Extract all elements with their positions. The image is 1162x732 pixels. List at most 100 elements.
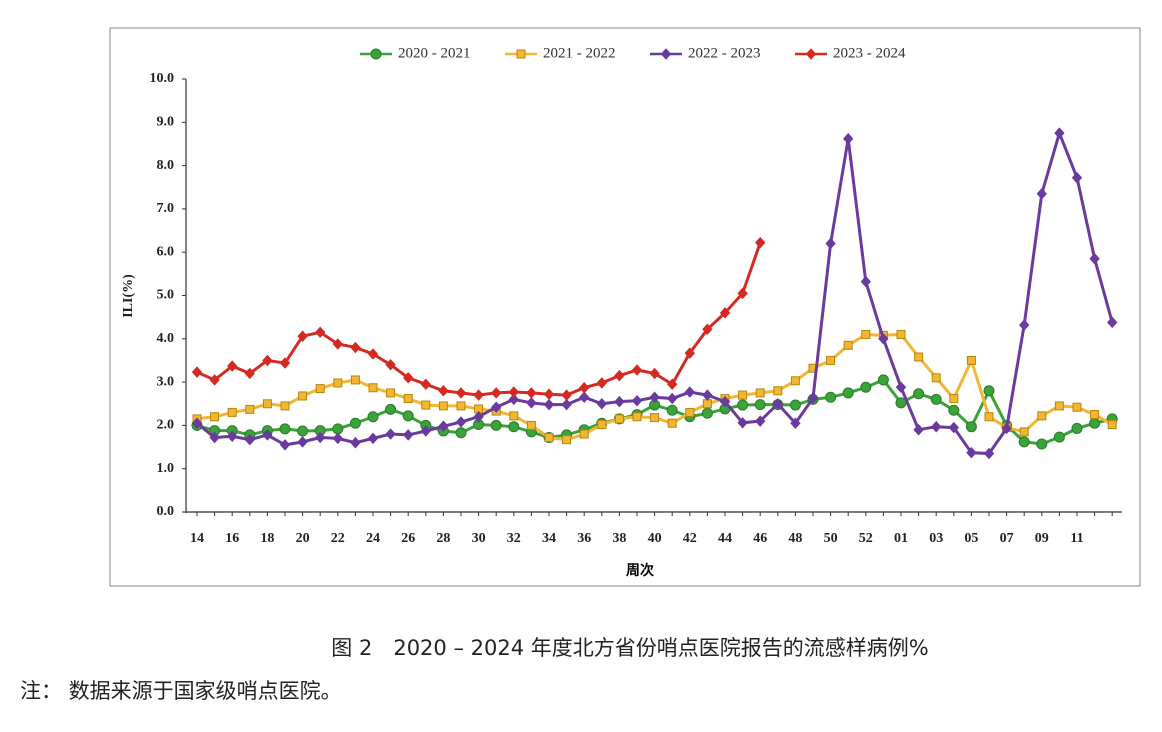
point — [279, 357, 291, 369]
x-tick-label: 30 — [472, 531, 486, 546]
point — [455, 427, 467, 439]
point — [825, 237, 836, 250]
point — [702, 389, 713, 401]
point — [579, 381, 590, 394]
point — [508, 386, 519, 398]
point — [279, 423, 291, 435]
point — [543, 388, 555, 400]
point — [1054, 127, 1065, 139]
point — [649, 367, 660, 380]
point — [930, 393, 942, 405]
y-tick-label: 3.0 — [157, 374, 175, 389]
caption: 图 2 2020 – 2024 年度北方省份哨点医院报告的流感样病例% — [331, 636, 928, 660]
point — [297, 330, 308, 342]
x-tick-label: 09 — [1035, 531, 1049, 546]
point — [262, 354, 273, 367]
point — [790, 376, 800, 386]
point — [931, 420, 942, 433]
point — [262, 399, 272, 409]
point — [280, 401, 290, 411]
legend-marker — [516, 49, 526, 59]
point — [403, 372, 414, 384]
legend-marker — [805, 48, 817, 60]
point — [702, 399, 712, 409]
point — [983, 447, 995, 460]
point — [649, 391, 660, 404]
point — [1090, 410, 1100, 420]
point — [402, 410, 414, 422]
legend-marker — [660, 48, 672, 60]
point — [315, 384, 325, 394]
point — [526, 397, 537, 409]
legend-label: 2020 - 2021 — [398, 45, 471, 61]
point — [490, 419, 502, 431]
point — [614, 414, 624, 424]
point — [773, 386, 783, 396]
point — [843, 340, 853, 350]
legend-marker — [370, 48, 382, 60]
point — [262, 429, 273, 441]
point — [807, 392, 819, 404]
point — [368, 383, 378, 393]
point — [597, 420, 607, 430]
x-tick-label: 40 — [648, 531, 662, 546]
point — [508, 393, 519, 406]
point — [421, 400, 431, 410]
point — [403, 394, 413, 404]
point — [386, 388, 396, 398]
y-tick-label: 9.0 — [157, 115, 175, 130]
point — [297, 425, 309, 437]
point — [755, 415, 766, 427]
point — [349, 417, 361, 429]
point — [1089, 417, 1101, 429]
x-tick-label: 32 — [507, 531, 521, 546]
point — [842, 387, 854, 399]
point — [737, 399, 749, 411]
point — [913, 388, 925, 400]
point — [755, 388, 765, 398]
point — [562, 435, 572, 445]
point — [878, 333, 889, 345]
point — [860, 381, 872, 393]
x-tick-label: 14 — [190, 531, 204, 546]
x-tick-label: 28 — [436, 531, 450, 546]
point — [279, 439, 291, 451]
x-tick-label: 01 — [894, 531, 908, 546]
point — [315, 326, 326, 339]
point — [931, 373, 941, 383]
point — [948, 404, 960, 416]
point — [984, 412, 994, 422]
point — [473, 410, 484, 423]
y-tick-label: 1.0 — [157, 461, 175, 476]
point — [913, 423, 924, 436]
point — [860, 275, 871, 288]
point — [491, 387, 502, 399]
x-tick-label: 24 — [366, 531, 380, 546]
point — [509, 411, 519, 421]
x-tick-label: 46 — [753, 531, 767, 546]
point — [949, 394, 959, 404]
point — [385, 428, 396, 440]
point — [491, 401, 502, 413]
point — [332, 338, 343, 350]
x-tick-label: 50 — [824, 531, 838, 546]
point — [843, 133, 854, 145]
x-tick-label: 44 — [718, 531, 732, 546]
point — [702, 323, 713, 336]
x-tick-label: 52 — [859, 531, 873, 546]
x-tick-label: 11 — [1070, 531, 1083, 546]
point — [350, 436, 361, 449]
point — [333, 378, 343, 388]
point — [1107, 316, 1118, 329]
point — [1036, 187, 1047, 200]
point — [367, 432, 379, 445]
point — [1071, 171, 1083, 184]
point — [367, 411, 379, 423]
point — [1037, 411, 1047, 421]
point — [755, 236, 766, 249]
point — [367, 348, 379, 360]
point — [438, 385, 449, 397]
point — [1001, 422, 1012, 435]
point — [650, 413, 660, 423]
